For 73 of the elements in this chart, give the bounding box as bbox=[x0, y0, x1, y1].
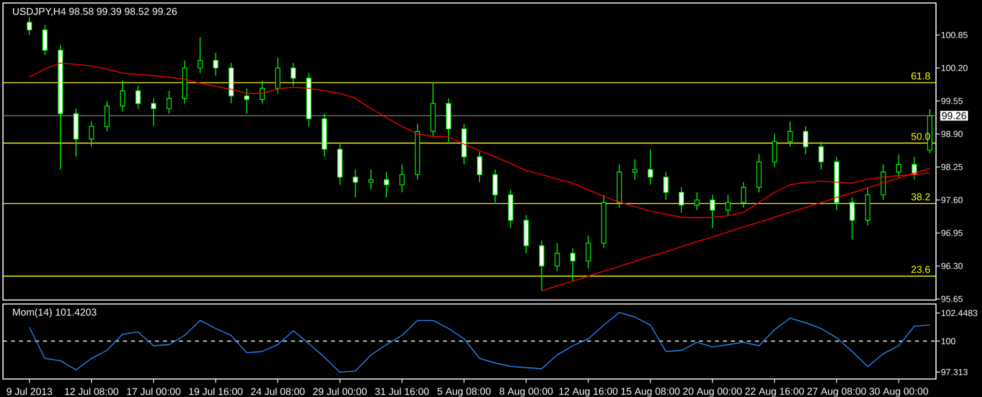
y-tick-label: 100 bbox=[942, 338, 956, 344]
candlestick bbox=[88, 120, 94, 148]
candlestick bbox=[896, 154, 902, 178]
candlestick bbox=[880, 164, 886, 200]
candlestick bbox=[477, 151, 482, 183]
annotation: 38.2 bbox=[911, 193, 930, 200]
chart-title: USDJPY,H4 98.58 99.39 98.52 99.26 bbox=[13, 8, 177, 16]
x-tick-label: 20 Aug 00:00 bbox=[683, 388, 742, 397]
chart-title: Mom(14) 101.4203 bbox=[13, 308, 96, 318]
candlestick bbox=[166, 90, 172, 114]
x-tick-label: 31 Jul 16:00 bbox=[375, 388, 429, 396]
y-tick-label: 102.4483 bbox=[942, 310, 978, 316]
x-tick-label: 30 Aug 00:00 bbox=[869, 388, 928, 397]
candlestick bbox=[120, 80, 126, 112]
x-tick-label: 27 Aug 08:00 bbox=[807, 388, 866, 397]
candlestick bbox=[850, 196, 855, 240]
x-tick-label: 9 Jul 2013 bbox=[6, 388, 52, 396]
candlestick bbox=[198, 36, 203, 74]
y-tick-label: 100.20 bbox=[942, 64, 968, 72]
candlestick bbox=[539, 240, 544, 291]
x-tick-label: 17 Jul 00:00 bbox=[127, 388, 180, 396]
candlestick bbox=[678, 186, 684, 214]
candlestick bbox=[135, 85, 141, 110]
candlestick bbox=[554, 242, 560, 272]
x-tick-label: 5 Aug 08:00 bbox=[438, 388, 491, 397]
candlestick bbox=[492, 169, 498, 203]
y-tick-label: 95.65 bbox=[941, 296, 963, 302]
candlestick bbox=[586, 235, 591, 269]
candlestick bbox=[663, 172, 668, 200]
candlestick bbox=[104, 100, 110, 132]
x-tick-label: 22 Aug 16:00 bbox=[745, 388, 804, 397]
candlestick bbox=[803, 126, 808, 155]
y-tick-label: 99.55 bbox=[941, 98, 963, 104]
candlestick bbox=[818, 141, 824, 170]
candlestick bbox=[244, 88, 250, 114]
candlestick bbox=[648, 148, 653, 186]
candlestick bbox=[26, 16, 32, 36]
y-tick-label: 96.30 bbox=[941, 262, 963, 270]
candlestick bbox=[399, 164, 405, 193]
candlestick bbox=[290, 62, 296, 86]
x-tick-label: 24 Jul 08:00 bbox=[251, 388, 305, 396]
candlestick bbox=[725, 194, 731, 216]
candlestick bbox=[213, 52, 218, 76]
candlestick bbox=[788, 120, 793, 148]
candlestick bbox=[42, 24, 48, 56]
y-tick-label: 100.85 bbox=[942, 32, 968, 38]
candlestick bbox=[570, 248, 576, 282]
x-tick-label: 8 Aug 00:00 bbox=[500, 388, 553, 397]
candlestick bbox=[710, 194, 716, 228]
y-tick-label: 97.313 bbox=[941, 368, 968, 376]
candlestick bbox=[384, 172, 390, 198]
candlestick bbox=[740, 182, 746, 208]
candlestick bbox=[368, 169, 374, 190]
annotation: 61.8 bbox=[911, 72, 930, 80]
x-tick-label: 15 Aug 08:00 bbox=[621, 388, 680, 397]
ref-line-label: 99.26 bbox=[942, 112, 966, 120]
candlestick bbox=[151, 98, 156, 127]
candlestick bbox=[694, 192, 700, 211]
x-tick-label: 12 Aug 16:00 bbox=[559, 388, 618, 397]
x-tick-label: 12 Jul 08:00 bbox=[65, 388, 118, 396]
y-tick-label: 98.25 bbox=[941, 164, 963, 170]
candlestick bbox=[772, 134, 778, 168]
candlestick bbox=[912, 156, 917, 180]
x-tick-label: 19 Jul 16:00 bbox=[189, 388, 243, 396]
candlestick bbox=[260, 80, 265, 104]
candlestick bbox=[275, 57, 280, 94]
candlestick bbox=[352, 169, 358, 198]
annotation: 23.6 bbox=[911, 266, 930, 273]
y-tick-label: 97.60 bbox=[941, 196, 963, 204]
y-tick-label: 98.90 bbox=[941, 130, 963, 138]
x-tick-label: 29 Jul 00:00 bbox=[313, 388, 367, 396]
candlestick bbox=[632, 158, 638, 180]
y-tick-label: 96.95 bbox=[941, 230, 963, 236]
